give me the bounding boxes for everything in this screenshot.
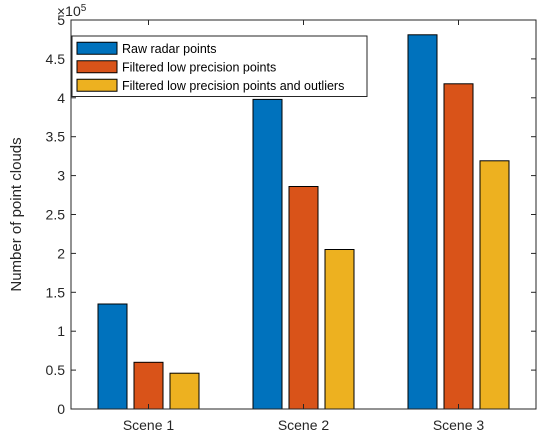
x-axis: Scene 1 Scene 2 Scene 3 [123, 20, 485, 433]
legend-swatch [76, 78, 118, 92]
bar-series2-cat2 [288, 186, 319, 410]
bar-series2-cat1 [133, 361, 164, 410]
legend-label: Raw radar points [122, 42, 217, 56]
x-tick-label: Scene 2 [278, 417, 330, 433]
y-axis-title: Number of point clouds [8, 137, 25, 291]
bar-series3-cat2 [324, 249, 355, 410]
legend-swatch [76, 60, 118, 74]
y-axis-exponent: ×105 [57, 3, 87, 20]
y-tick-label: 4.5 [46, 51, 66, 67]
legend-label: Filtered low precision points [122, 60, 276, 74]
y-tick-label: 0.5 [46, 362, 66, 378]
bar-series1-cat2 [252, 98, 283, 410]
bar-series3-cat1 [169, 372, 200, 410]
legend: Raw radar points Filtered low precision p… [71, 35, 368, 97]
bar-series2-cat3 [443, 83, 474, 410]
y-tick-label: 2.5 [46, 207, 66, 223]
y-tick-label: 2 [57, 245, 65, 261]
y-exponent-base: ×10 [57, 3, 81, 19]
y-tick-label: 3 [57, 168, 65, 184]
x-tick-label: Scene 1 [123, 417, 175, 433]
y-exponent-power: 5 [81, 3, 87, 14]
y-tick-label: 1 [57, 323, 65, 339]
y-tick-label: 5 [57, 12, 65, 28]
legend-box [71, 35, 368, 97]
y-axis: 0 0.5 1 1.5 2 2.5 3 3.5 4 4.5 5 [46, 12, 536, 417]
y-tick-label: 0 [57, 401, 65, 417]
y-tick-label: 3.5 [46, 129, 66, 145]
y-tick-label: 1.5 [46, 284, 66, 300]
x-tick-label: Scene 3 [433, 417, 485, 433]
legend-swatch [76, 41, 118, 55]
bar-series1-cat3 [407, 34, 438, 410]
bar-series1-cat1 [97, 303, 128, 410]
y-tick-label: 4 [57, 90, 65, 106]
bars-group [97, 34, 510, 410]
bar-series3-cat3 [479, 160, 510, 410]
legend-label: Filtered low precision points and outlie… [122, 79, 344, 93]
